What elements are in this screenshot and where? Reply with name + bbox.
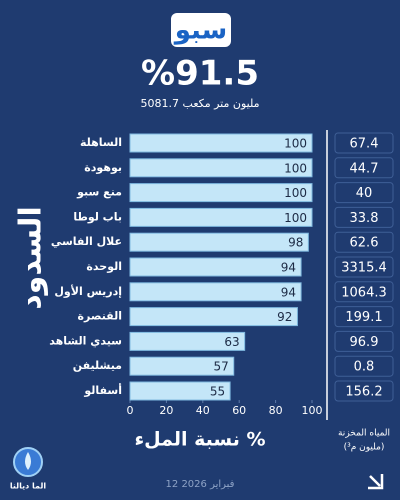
- x-tick-label: 40: [196, 404, 210, 417]
- headline: %91.5: [141, 54, 259, 94]
- date: 12 فبراير 2026: [166, 479, 235, 490]
- volume-box: [334, 157, 394, 179]
- title: سبو: [173, 16, 227, 46]
- volume-box: [334, 182, 394, 204]
- x-tick-label: 20: [159, 404, 173, 417]
- volume-box: [334, 256, 394, 278]
- logo: الما ديالنا: [10, 447, 47, 491]
- arrow: [368, 474, 384, 490]
- category-label: الوحدة: [86, 260, 122, 273]
- volume-value: 199.1: [345, 310, 382, 325]
- volume-box: [334, 231, 394, 253]
- category-label: ميشليفن: [73, 359, 122, 372]
- bar: [129, 183, 313, 203]
- x-tick-label: 0: [127, 404, 134, 417]
- bar: [129, 207, 313, 227]
- volume-box: [334, 206, 394, 228]
- category-label: باب لوطا: [73, 210, 122, 223]
- logo-text: الما ديالنا: [10, 482, 47, 491]
- value-label: 98: [288, 236, 303, 250]
- value-label: 94: [281, 285, 296, 299]
- volume-value: 67.4: [350, 137, 379, 152]
- logo-drop: [25, 452, 31, 470]
- arrow-icon: [368, 474, 384, 490]
- volume-box: [334, 380, 394, 402]
- volume-value: 3315.4: [341, 261, 387, 276]
- volume-box: [334, 330, 394, 352]
- value-label: 55: [210, 385, 225, 399]
- category-label: أسفالو: [83, 383, 122, 397]
- volume-value: 156.2: [345, 385, 382, 400]
- bar: [129, 381, 231, 401]
- volume-box: [334, 355, 394, 377]
- volume-value: 1064.3: [341, 285, 387, 300]
- volume-box: [334, 306, 394, 328]
- x-tick-label: 80: [269, 404, 283, 417]
- x-tick-label: 60: [232, 404, 246, 417]
- bar: [129, 331, 246, 351]
- subtitle: 5081.7 مليون متر مكعب: [141, 97, 260, 110]
- value-label: 63: [224, 335, 239, 349]
- volume-header: (مليون م³): [344, 443, 385, 453]
- value-label: 94: [281, 261, 296, 275]
- volume-box: [334, 132, 394, 154]
- bar: [129, 356, 235, 376]
- volume-value: 44.7: [350, 161, 379, 176]
- category-label: الساهلة: [80, 136, 122, 149]
- x-tick-label: 100: [302, 404, 323, 417]
- category-label: علال الفاسي: [51, 235, 122, 248]
- title-badge: [171, 13, 231, 47]
- bar: [129, 282, 302, 302]
- x-axis-label: نسبة الملء %: [134, 429, 265, 451]
- volume-value: 40: [356, 186, 373, 201]
- value-label: 92: [277, 310, 292, 324]
- volume-value: 62.6: [350, 236, 379, 251]
- bar: [129, 307, 298, 327]
- category-label: القنصرة: [78, 310, 122, 323]
- category-label: سيدي الشاهد: [49, 334, 122, 347]
- bar: [129, 158, 313, 178]
- volume-value: 33.8: [350, 211, 379, 226]
- category-label: بوهودة: [84, 161, 122, 174]
- value-label: 100: [284, 186, 307, 200]
- y-axis-label: السدود: [14, 206, 49, 309]
- bar: [129, 257, 302, 277]
- value-label: 100: [284, 137, 307, 151]
- volume-value: 96.9: [350, 335, 379, 350]
- bar: [129, 133, 313, 153]
- bar: [129, 232, 309, 252]
- category-label: منع سبو: [76, 186, 122, 199]
- value-label: 100: [284, 211, 307, 225]
- category-label: إدريس الأول: [54, 284, 122, 298]
- volume-header: المياه المخزنة: [338, 429, 390, 439]
- value-label: 100: [284, 161, 307, 175]
- volume-value: 0.8: [354, 360, 375, 375]
- value-label: 57: [213, 360, 228, 374]
- volume-box: [334, 281, 394, 303]
